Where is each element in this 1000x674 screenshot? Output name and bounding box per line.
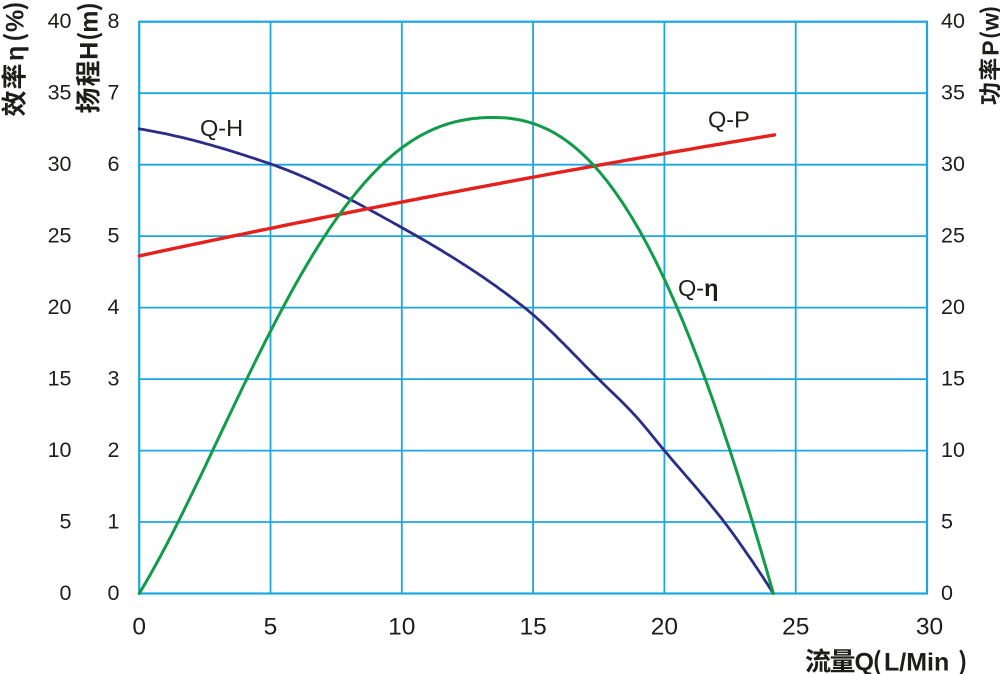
svg-text:30: 30 (941, 152, 965, 176)
svg-text:15: 15 (519, 614, 546, 641)
svg-text:10: 10 (48, 438, 72, 462)
svg-text:H: H (76, 42, 104, 60)
svg-text:w: w (977, 13, 1000, 32)
svg-text:6: 6 (108, 152, 120, 176)
svg-text:L/Min: L/Min (884, 649, 949, 674)
svg-text:20: 20 (48, 295, 72, 319)
svg-text:Q-H: Q-H (200, 115, 243, 141)
svg-text:30: 30 (48, 152, 72, 176)
svg-text:Q-P: Q-P (708, 107, 750, 133)
svg-text:7: 7 (108, 81, 120, 105)
svg-text:5: 5 (264, 614, 278, 641)
svg-text:1: 1 (108, 510, 120, 534)
svg-text:15: 15 (48, 367, 72, 391)
svg-text:3: 3 (108, 367, 120, 391)
svg-text:25: 25 (782, 614, 809, 641)
svg-text:Q-η: Q-η (678, 275, 718, 301)
svg-text:8: 8 (108, 9, 120, 33)
svg-text:15: 15 (941, 367, 965, 391)
svg-text:10: 10 (388, 614, 415, 641)
svg-text:5: 5 (108, 224, 120, 248)
svg-text:35: 35 (941, 81, 965, 105)
svg-text:0: 0 (132, 614, 146, 641)
svg-text:m: m (76, 10, 104, 32)
svg-text:25: 25 (48, 224, 72, 248)
svg-text:20: 20 (941, 295, 965, 319)
svg-text:40: 40 (48, 9, 72, 33)
svg-text:P: P (977, 40, 1000, 55)
svg-text:35: 35 (48, 81, 72, 105)
svg-text:20: 20 (651, 614, 678, 641)
svg-text:5: 5 (941, 510, 953, 534)
svg-text:Q: Q (855, 649, 874, 674)
svg-text:25: 25 (941, 224, 965, 248)
svg-text:5: 5 (60, 510, 72, 534)
svg-text:0: 0 (60, 581, 72, 605)
svg-text:%: % (2, 10, 30, 32)
svg-text:4: 4 (108, 295, 120, 319)
svg-text:0: 0 (108, 581, 120, 605)
svg-text:η: η (2, 46, 30, 61)
svg-text:40: 40 (941, 9, 965, 33)
svg-text:2: 2 (108, 438, 120, 462)
svg-text:30: 30 (916, 614, 943, 641)
svg-text:10: 10 (941, 438, 965, 462)
svg-text:0: 0 (941, 581, 953, 605)
